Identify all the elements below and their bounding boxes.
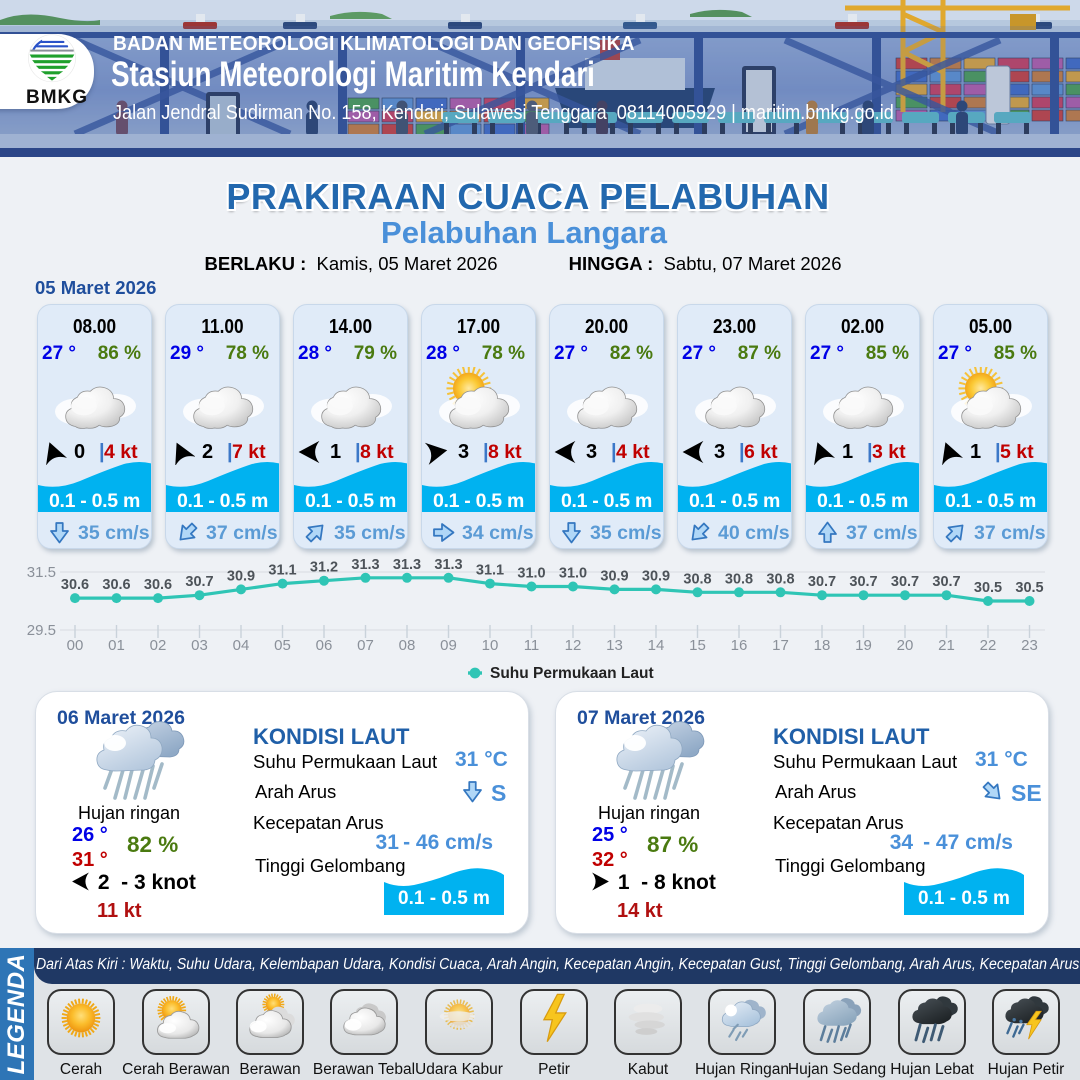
svg-text:18: 18 bbox=[814, 637, 831, 654]
svg-text:30.9: 30.9 bbox=[600, 568, 628, 584]
svg-text:23: 23 bbox=[1021, 637, 1038, 654]
svg-text:30.8: 30.8 bbox=[683, 571, 711, 587]
svg-text:09: 09 bbox=[440, 637, 457, 654]
svg-text:31.0: 31.0 bbox=[517, 566, 545, 582]
svg-text:30.9: 30.9 bbox=[642, 568, 670, 584]
svg-text:30.5: 30.5 bbox=[974, 580, 1002, 596]
svg-text:30.6: 30.6 bbox=[61, 577, 89, 593]
svg-text:11: 11 bbox=[524, 637, 540, 654]
svg-text:29.5: 29.5 bbox=[27, 622, 56, 639]
svg-text:31.0: 31.0 bbox=[559, 566, 587, 582]
svg-text:21: 21 bbox=[938, 637, 955, 654]
svg-text:31.5: 31.5 bbox=[27, 564, 56, 581]
svg-text:30.7: 30.7 bbox=[891, 574, 919, 590]
svg-text:31.2: 31.2 bbox=[310, 560, 338, 576]
svg-text:01: 01 bbox=[108, 637, 125, 654]
svg-text:31.3: 31.3 bbox=[434, 557, 462, 573]
svg-text:03: 03 bbox=[191, 637, 208, 654]
svg-text:30.9: 30.9 bbox=[227, 568, 255, 584]
svg-text:30.6: 30.6 bbox=[144, 577, 172, 593]
svg-text:30.7: 30.7 bbox=[185, 574, 213, 590]
svg-text:06: 06 bbox=[316, 637, 333, 654]
svg-text:30.7: 30.7 bbox=[808, 574, 836, 590]
svg-text:13: 13 bbox=[606, 637, 623, 654]
svg-text:30.8: 30.8 bbox=[766, 571, 794, 587]
svg-text:20: 20 bbox=[897, 637, 914, 654]
svg-text:30.5: 30.5 bbox=[1015, 580, 1043, 596]
svg-text:Suhu Permukaan Laut: Suhu Permukaan Laut bbox=[490, 665, 654, 682]
svg-text:16: 16 bbox=[731, 637, 748, 654]
svg-text:31.1: 31.1 bbox=[268, 563, 296, 579]
svg-text:30.7: 30.7 bbox=[932, 574, 960, 590]
svg-text:31.3: 31.3 bbox=[351, 557, 379, 573]
svg-text:19: 19 bbox=[855, 637, 872, 654]
svg-text:07: 07 bbox=[357, 637, 374, 654]
svg-text:31.3: 31.3 bbox=[393, 557, 421, 573]
svg-text:12: 12 bbox=[565, 637, 582, 654]
svg-text:15: 15 bbox=[689, 637, 706, 654]
svg-text:05: 05 bbox=[274, 637, 291, 654]
svg-text:04: 04 bbox=[233, 637, 250, 654]
svg-text:14: 14 bbox=[648, 637, 665, 654]
svg-text:30.8: 30.8 bbox=[725, 571, 753, 587]
svg-text:30.6: 30.6 bbox=[102, 577, 130, 593]
svg-text:10: 10 bbox=[482, 637, 499, 654]
svg-text:02: 02 bbox=[150, 637, 167, 654]
svg-text:31.1: 31.1 bbox=[476, 563, 504, 579]
svg-text:17: 17 bbox=[772, 637, 789, 654]
svg-text:08: 08 bbox=[399, 637, 416, 654]
svg-text:30.7: 30.7 bbox=[849, 574, 877, 590]
svg-text:22: 22 bbox=[980, 637, 997, 654]
svg-text:00: 00 bbox=[67, 637, 84, 654]
